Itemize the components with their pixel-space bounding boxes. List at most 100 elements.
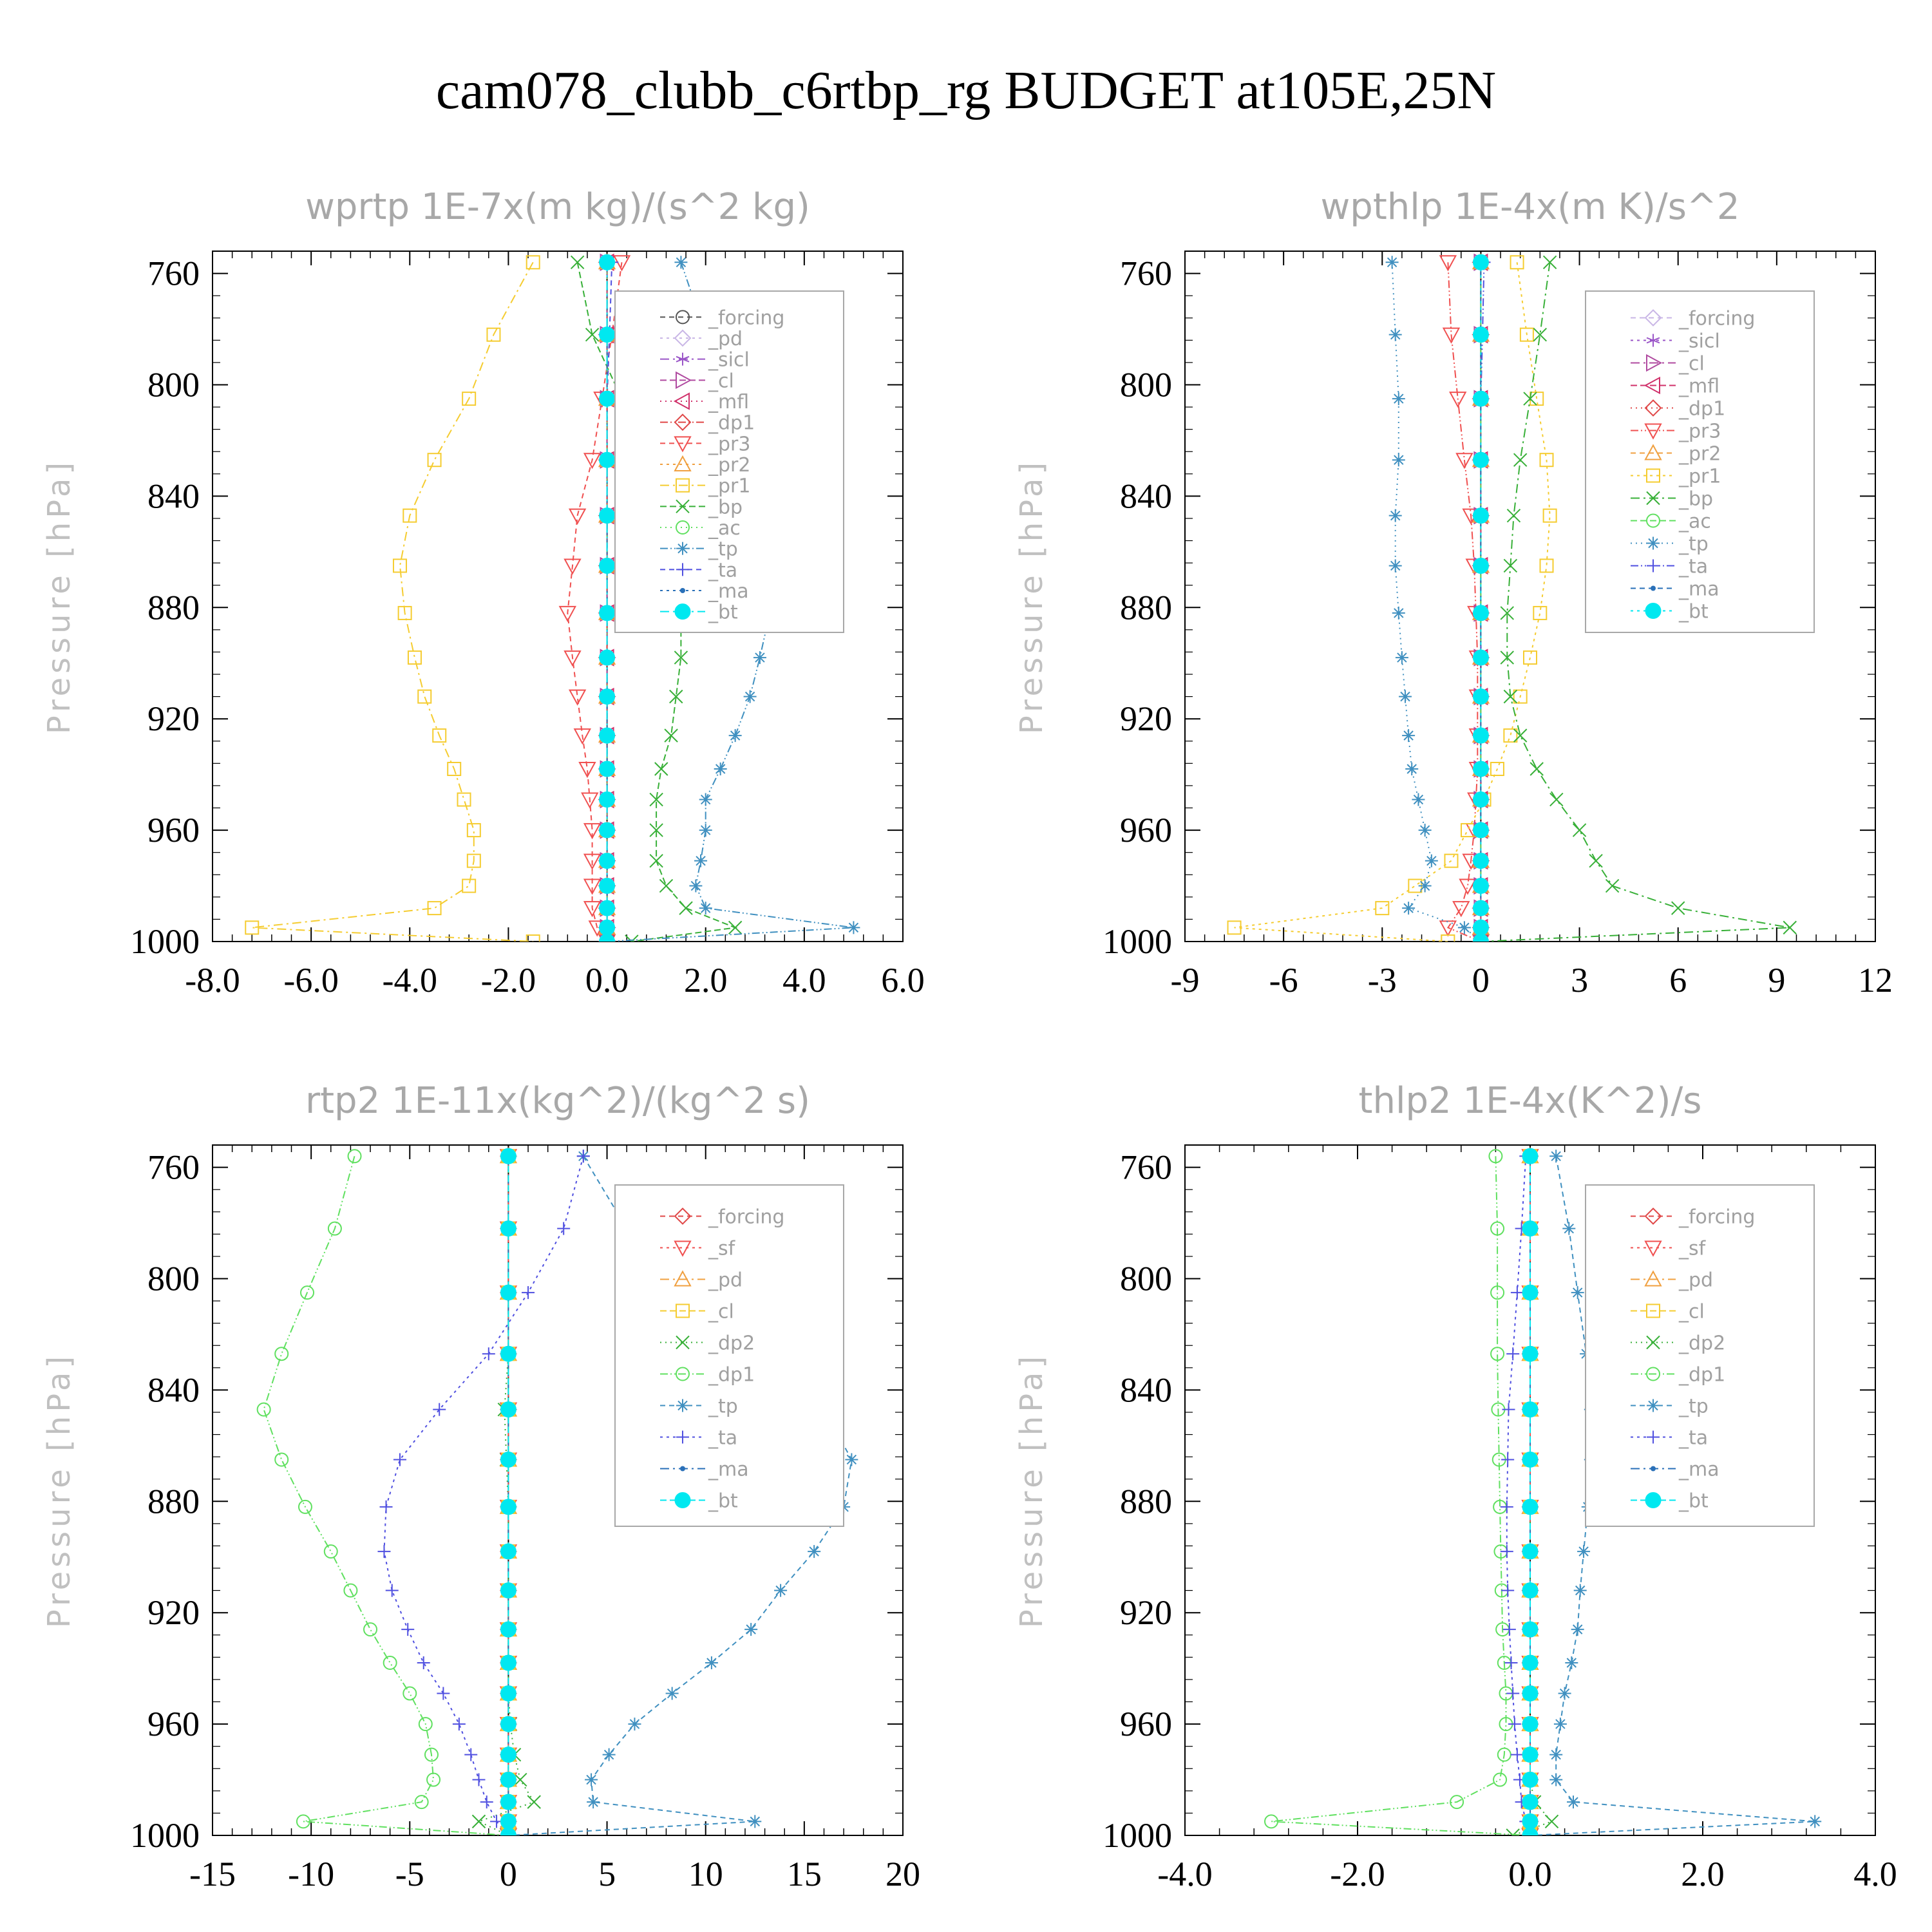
legend-marker [674,413,692,431]
data-point [599,507,616,524]
data-point [1405,762,1419,775]
data-point [1510,1748,1524,1761]
data-point [585,327,600,342]
data-point [1530,392,1544,406]
series-dp1 [256,1149,516,1835]
data-point [1513,728,1528,743]
legend-entry: _tp [660,1396,738,1418]
data-point [377,1545,391,1558]
data-point [1506,508,1521,523]
legend-label: _ma [1678,578,1719,601]
legend-marker [1644,1270,1662,1287]
data-point [500,1794,516,1810]
legend-marker [673,392,690,410]
data-point [1392,392,1405,406]
series-line [567,262,623,942]
data-point [1549,792,1564,807]
y-tick-label: 920 [1120,1593,1172,1632]
x-tick-label: -8.0 [185,961,240,999]
data-point [296,1814,310,1829]
data-point [482,1347,495,1361]
data-point [500,1582,516,1599]
data-point [274,1452,289,1467]
data-point [1444,853,1459,868]
legend-entry: _bt [660,601,738,624]
data-point [1542,255,1557,269]
data-point [1490,762,1504,776]
data-point [705,1656,718,1669]
data-point [1452,901,1470,918]
legend-marker [1647,1399,1660,1412]
data-point [522,1286,535,1300]
data-point [1503,728,1518,743]
data-point [557,1222,571,1235]
data-point [427,901,442,916]
legend-label: _dp1 [708,412,755,435]
legend-entry: _bp [1631,488,1713,511]
data-point [1506,1828,1520,1835]
legend-entry: _cl [1631,353,1705,375]
data-point [500,1716,516,1732]
y-axis-label: Pressure [hPa] [1014,459,1050,734]
panel-title: rtp2 1E-11x(kg^2)/(kg^2 s) [305,1080,810,1122]
data-point [500,1772,516,1788]
data-point [699,793,712,806]
data-point [599,451,616,468]
legend-marker [676,1303,690,1318]
series-line [1271,1156,1531,1835]
data-point [1501,1453,1515,1466]
series-ta [1474,256,1491,942]
panel-3: rtp2 1E-11x(kg^2)/(kg^2 s) Pressure [hPa]… [41,1080,920,1893]
legend-marker [674,603,691,620]
data-point [1553,1718,1567,1731]
data-point [1522,1685,1539,1702]
series-pr1 [245,255,540,942]
x-tick-label: -10 [288,1855,334,1893]
x-tick-label: 0.0 [585,961,629,999]
legend-label: _dp2 [708,1332,755,1355]
panel-title: wprtp 1E-7x(m kg)/(s^2 kg) [305,186,810,228]
data-point [500,1284,516,1301]
legend-label: _bt [1678,1490,1709,1513]
legend-label: _pd [708,1269,743,1292]
data-point [402,508,417,523]
data-point [774,1584,788,1597]
data-point [1388,328,1402,341]
legend-entry: _pd [1631,1269,1713,1292]
data-point [753,651,766,665]
data-point [1472,451,1489,468]
legend-entry: _tp [660,538,738,561]
legend-entry: _cl [660,370,734,392]
data-point [1500,1500,1513,1513]
legend-label: _tp [708,538,738,561]
legend-marker [1644,399,1662,417]
series-bt [1472,254,1489,942]
legend-label: _ac [708,517,741,540]
plot-frame [212,1144,904,1836]
series-pr1 [1227,255,1557,942]
data-point [1472,327,1489,343]
legend-marker [680,1466,685,1472]
data-point [1565,1656,1578,1669]
x-tick-label: 20 [886,1855,920,1893]
legend-label: _forcing [1678,1206,1755,1229]
legend-entry: _cl [660,1301,734,1323]
data-point [845,1453,858,1466]
series-pr3 [558,255,631,942]
data-point [274,1347,289,1361]
series-dp2 [471,1149,541,1835]
x-tick-label: 2.0 [684,961,728,999]
data-point [1589,853,1603,868]
data-point [599,822,616,838]
data-point [1503,558,1518,573]
x-tick-label: -2.0 [481,961,536,999]
legend-marker [676,1367,690,1381]
data-point [500,1220,516,1237]
data-point [1506,1347,1520,1361]
legend-entry: _dp1 [660,412,755,435]
legend-box [614,290,844,633]
data-point [1539,453,1554,468]
legend-marker [674,1208,692,1225]
series-line [1481,262,1790,942]
data-point [1455,453,1473,469]
